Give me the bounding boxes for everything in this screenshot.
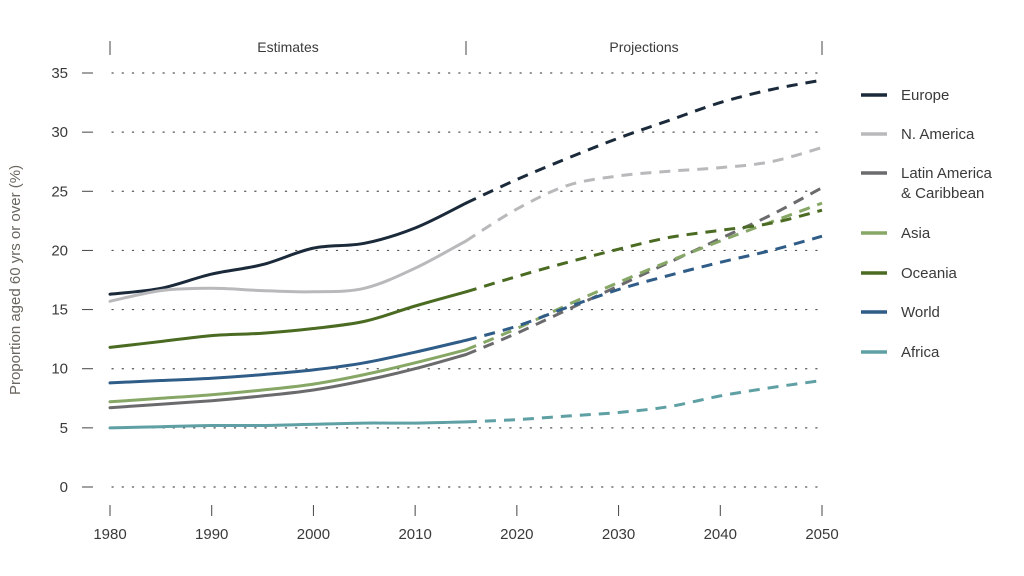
grid-lines [111, 72, 823, 488]
series-line-oceania-estimates [108, 290, 468, 349]
y-tick-label: 35 [51, 65, 68, 82]
y-axis: 0 5 10 15 20 25 30 35 [51, 65, 93, 496]
series-line-oceania-projections [465, 208, 823, 294]
series-line-n-america-projections [465, 146, 823, 243]
legend-label-latin-america-caribbean: Latin America & Caribbean [901, 165, 993, 202]
series-line-africa-projections [465, 379, 823, 424]
x-tick-label: 2020 [500, 526, 533, 543]
series-line-asia-estimates [108, 348, 468, 404]
legend-label-asia: Asia [901, 225, 931, 242]
legend-label-africa: Africa [901, 344, 940, 361]
series-line-latin-america-caribbean-estimates [108, 353, 468, 410]
legend-label-n-america: N. America [901, 126, 975, 143]
y-tick-label: 0 [60, 479, 68, 496]
series-line-world-projections [465, 234, 823, 342]
y-tick-label: 25 [51, 183, 68, 200]
period-label: Estimates [257, 39, 318, 55]
y-tick-label: 20 [51, 242, 68, 259]
y-tick-label: 30 [51, 124, 68, 141]
period-label: Projections [609, 39, 678, 55]
legend-label-world: World [901, 304, 940, 321]
x-axis: 1980 1990 2000 2010 2020 2030 2040 2050 [93, 505, 839, 543]
y-axis-label: Proportion aged 60 yrs or over (%) [7, 165, 24, 395]
legend-label-europe: Europe [901, 87, 949, 104]
y-tick-label: 10 [51, 361, 68, 378]
x-tick-label: 2050 [805, 526, 838, 543]
x-tick-label: 2010 [398, 526, 431, 543]
series-line-africa-estimates [108, 420, 468, 430]
x-tick-label: 2030 [602, 526, 635, 543]
y-tick-label: 15 [51, 302, 68, 319]
x-tick-label: 2000 [297, 526, 330, 543]
x-tick-label: 2040 [704, 526, 737, 543]
x-tick-label: 1990 [195, 526, 228, 543]
x-tick-label: 1980 [93, 526, 126, 543]
y-tick-label: 5 [60, 420, 68, 437]
series-line-world-estimates [108, 338, 468, 385]
series-line-n-america-estimates [108, 239, 468, 303]
series-lines [108, 78, 823, 430]
series-line-latin-america-caribbean-projections [465, 186, 823, 356]
series-line-europe-projections [465, 78, 823, 205]
period-markers: Estimates Projections [109, 39, 823, 55]
legend: Europe N. America Latin America & Caribbean… [861, 87, 993, 361]
series-line-europe-estimates [108, 201, 468, 296]
legend-label-oceania: Oceania [901, 265, 958, 282]
